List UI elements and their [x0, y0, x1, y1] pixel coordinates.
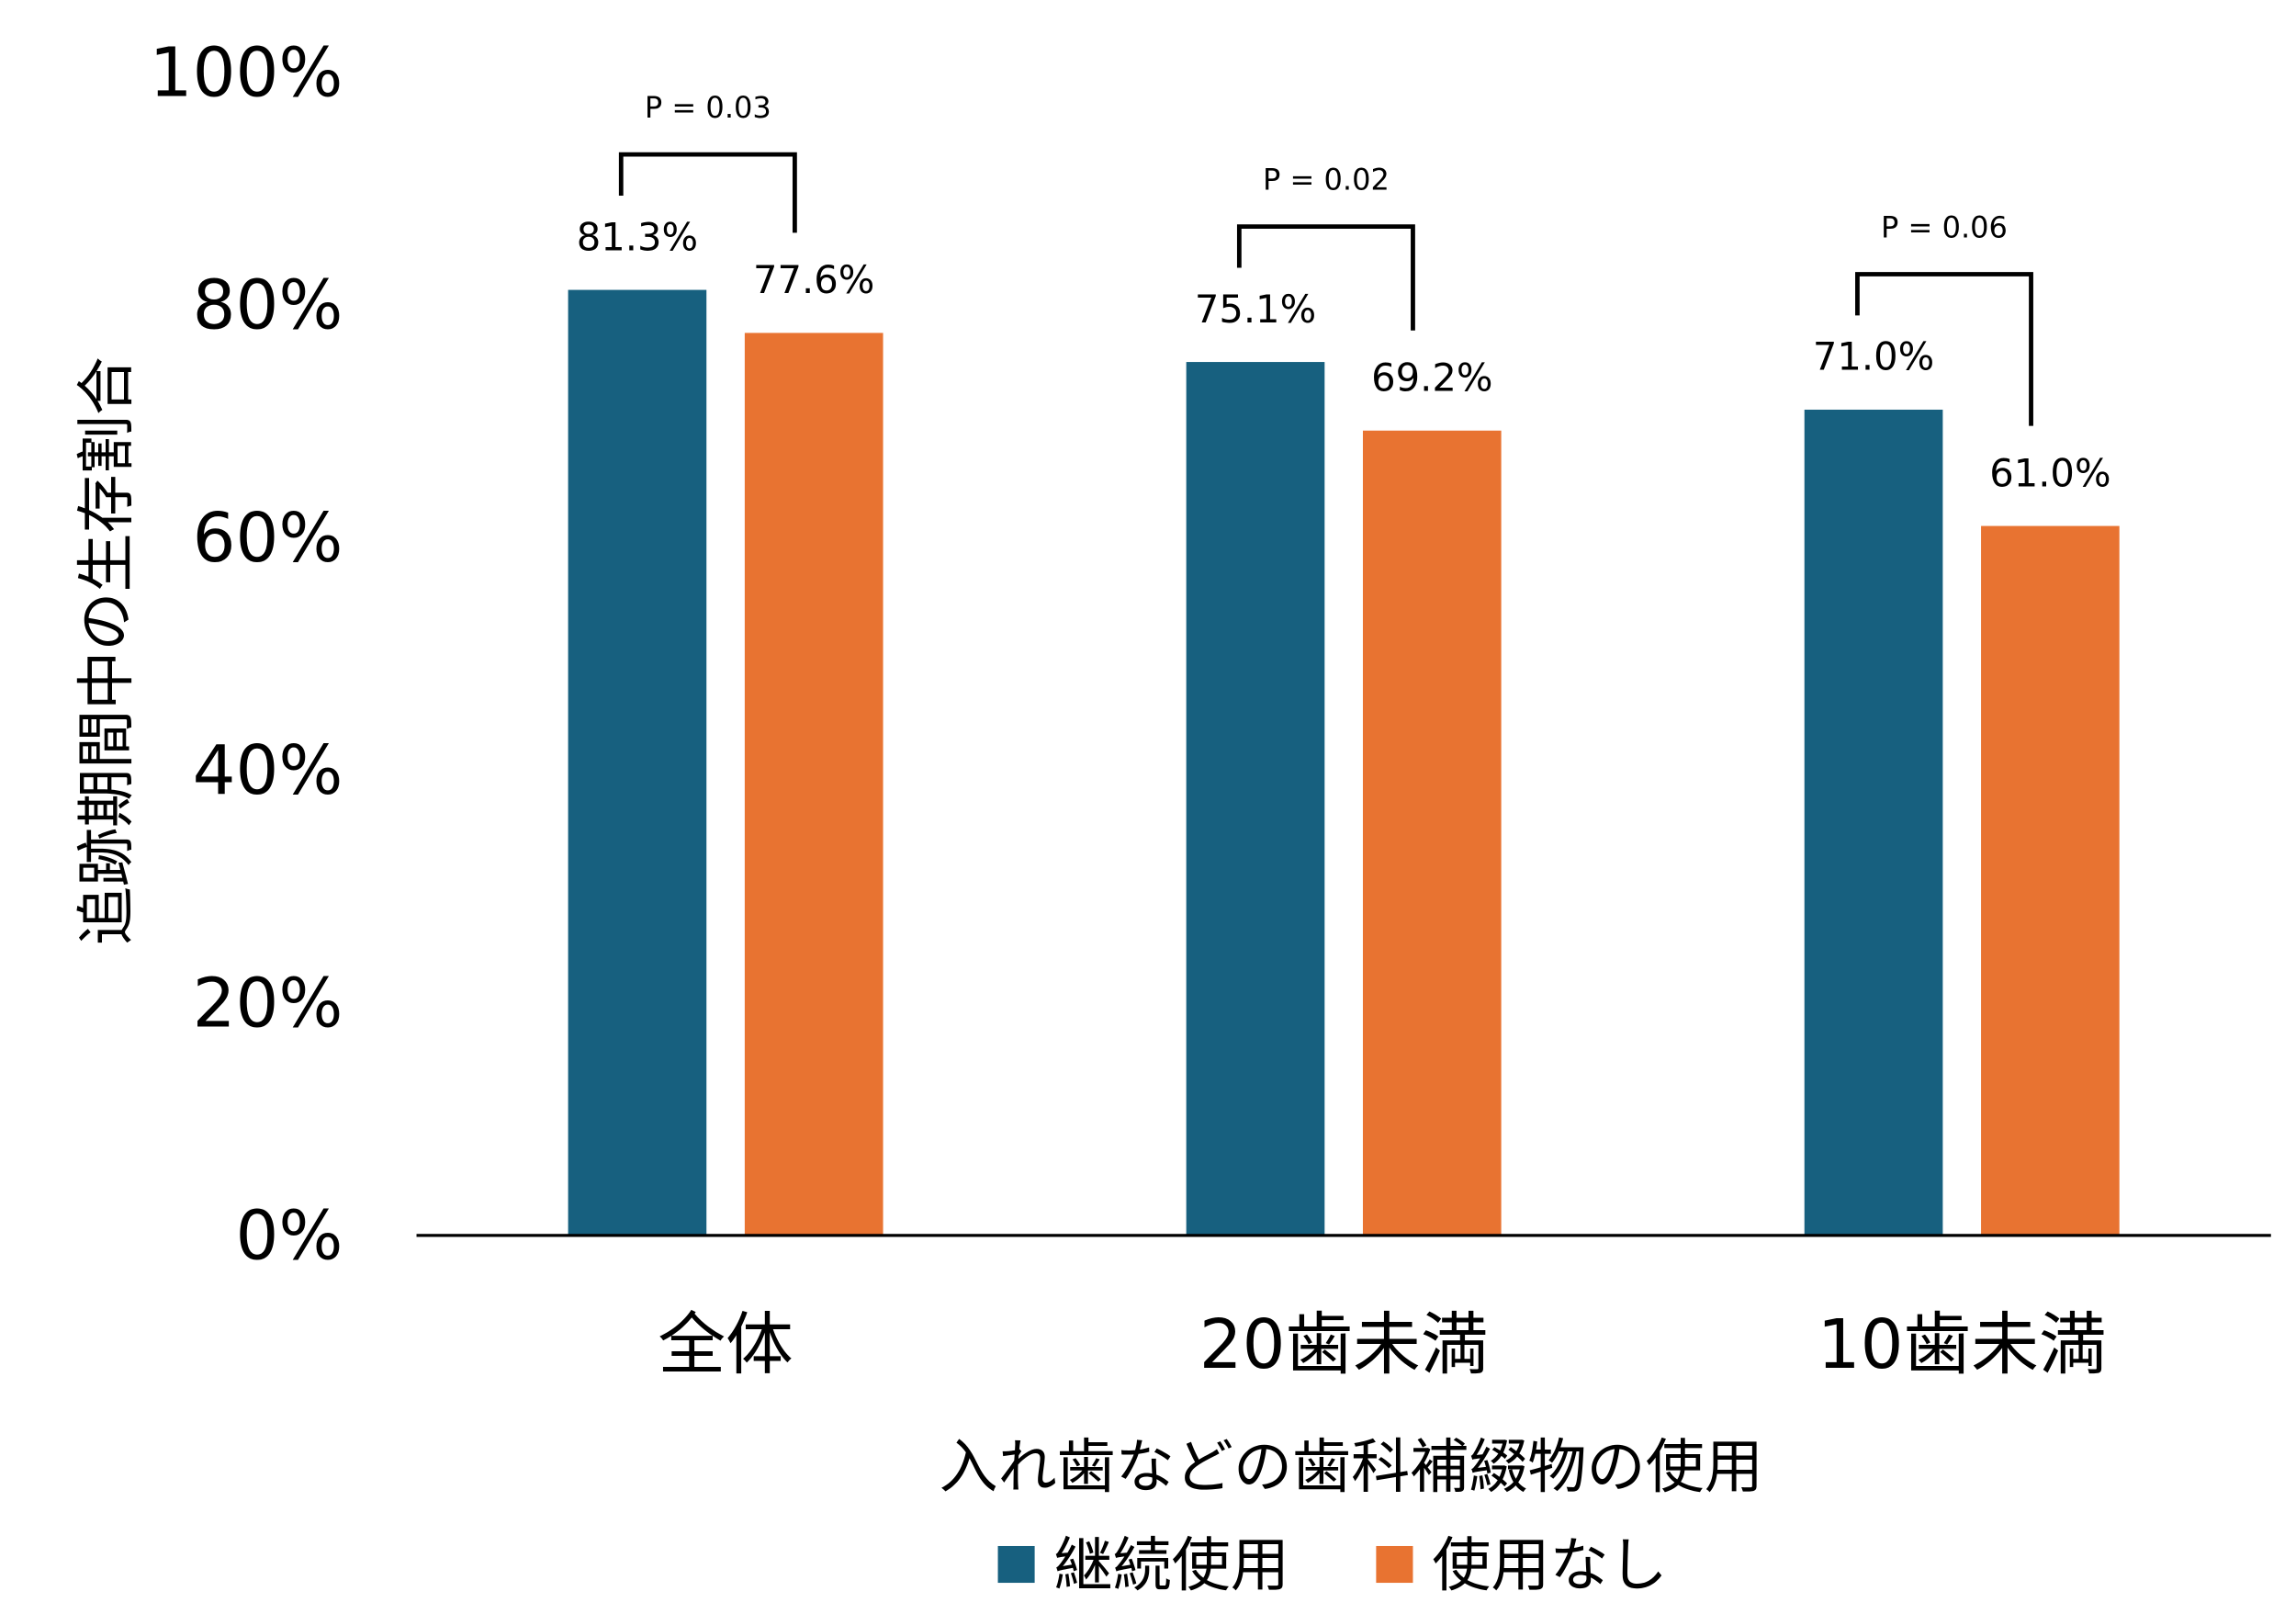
significance-bracket [1236, 224, 1415, 331]
data-label: 75.1% [1195, 287, 1316, 332]
bar [1362, 430, 1502, 1236]
y-tick-label: 60% [193, 500, 343, 578]
legend-label-none: 使用なし [1432, 1532, 1667, 1600]
bars [568, 289, 2120, 1236]
y-axis-title: 追跡期間中の生存割合 [73, 356, 141, 945]
y-tick-label: 0% [235, 1197, 343, 1275]
bar [1981, 525, 2120, 1236]
data-label: 81.3% [577, 214, 698, 259]
bar [568, 289, 707, 1236]
bar [744, 333, 884, 1236]
bar [1186, 362, 1325, 1236]
bar [1804, 409, 1943, 1236]
legend-swatch-continued [997, 1545, 1035, 1584]
significance-bracket [1855, 272, 2033, 426]
legend-swatch-none [1376, 1545, 1413, 1584]
y-tick-label: 20% [193, 965, 343, 1043]
p-value-label: P = 0.06 [1881, 209, 2008, 244]
y-tick-label: 80% [193, 267, 343, 345]
p-value-label: P = 0.02 [1263, 163, 1390, 198]
y-axis-ticks: 0% 20% 40% 60% 80% 100% [150, 34, 343, 1275]
x-tick-label: 全体 [658, 1306, 793, 1384]
p-value-label: P = 0.03 [645, 90, 771, 125]
x-tick-label: 10歯未満 [1818, 1306, 2107, 1384]
y-tick-label: 100% [150, 34, 343, 112]
data-label: 61.0% [1989, 450, 2110, 495]
y-tick-label: 40% [193, 732, 343, 810]
x-tick-label: 20歯未満 [1199, 1306, 1489, 1384]
legend-label-continued: 継続使用 [1053, 1532, 1289, 1600]
x-axis-title: 入れ歯などの歯科補綴物の使用 [939, 1434, 1762, 1502]
data-label: 71.0% [1813, 334, 1934, 379]
data-labels: 81.3% 77.6% 75.1% 69.2% 71.0% 61.0% [577, 214, 2111, 495]
data-label: 77.6% [753, 257, 874, 302]
data-label: 69.2% [1371, 355, 1492, 400]
x-axis-categories: 全体 20歯未満 10歯未満 [658, 1306, 2106, 1384]
significance-bracket [618, 152, 797, 233]
legend: 継続使用 使用なし [997, 1532, 1668, 1600]
significance-brackets: P = 0.03 P = 0.02 P = 0.06 [618, 90, 2033, 426]
